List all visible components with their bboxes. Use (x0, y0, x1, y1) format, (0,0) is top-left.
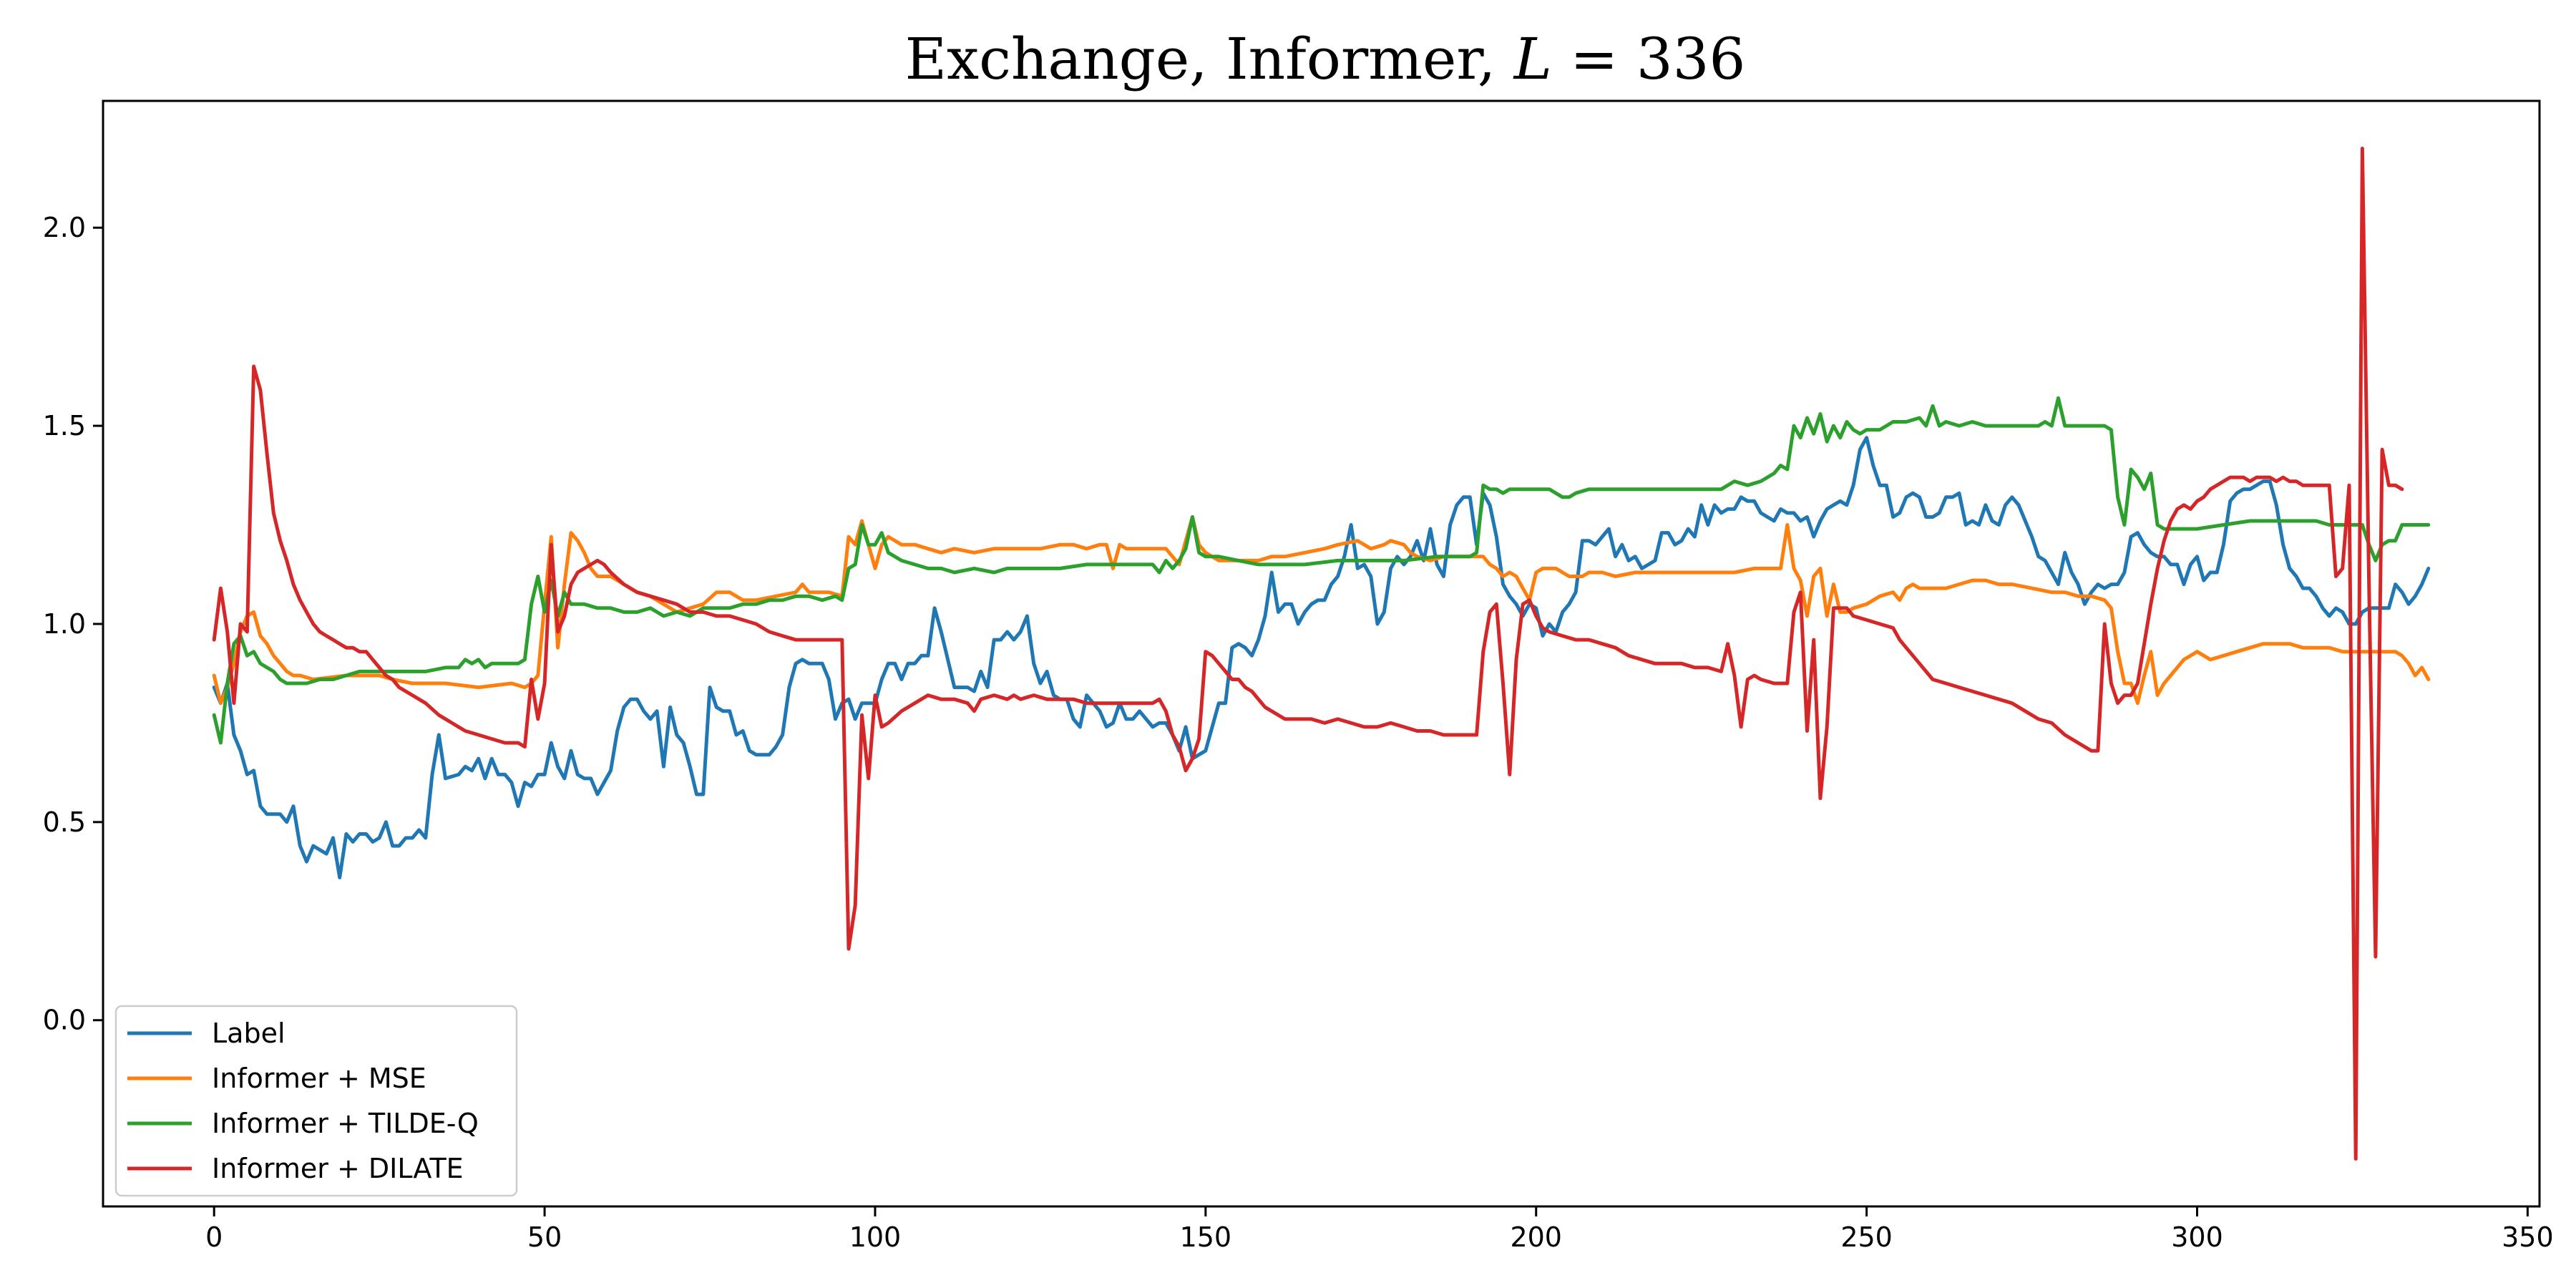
x-tick-label-0: 0 (205, 1221, 223, 1253)
chart-title-suffix: = 336 (1552, 26, 1746, 92)
legend-label-1: Informer + MSE (212, 1063, 426, 1094)
legend-label-2: Informer + TILDE-Q (212, 1108, 479, 1139)
y-tick-label-3: 1.5 (43, 410, 86, 441)
axes-frame (102, 99, 2541, 1208)
y-tick-label-2: 1.0 (43, 608, 86, 640)
x-tick-label-1: 50 (527, 1221, 562, 1253)
series-line-0 (212, 436, 2431, 879)
x-tick-label-7: 350 (2502, 1221, 2554, 1253)
x-tick-label-6: 300 (2171, 1221, 2223, 1253)
x-tick-label-5: 250 (1840, 1221, 1893, 1253)
y-tick-label-4: 2.0 (43, 212, 86, 243)
legend-label-0: Label (212, 1018, 286, 1049)
x-tick-label-2: 100 (849, 1221, 902, 1253)
legend-label-3: Informer + DILATE (212, 1153, 464, 1184)
y-tick-label-0: 0.0 (43, 1005, 86, 1036)
legend: Label Informer + MSE Informer + TILDE-Q Inf… (114, 1005, 518, 1197)
x-tick-label-4: 200 (1510, 1221, 1562, 1253)
y-axis: 0.0 0.5 1.0 1.5 2.0 (43, 212, 103, 1036)
y-tick-label-1: 0.5 (43, 806, 86, 838)
legend-box (114, 1005, 518, 1197)
chart-title: Exchange, Informer, L = 336 (905, 26, 1746, 92)
series-line-2 (212, 396, 2431, 745)
series-layer (212, 147, 2431, 1161)
chart-title-prefix: Exchange, Informer, (905, 26, 1514, 92)
series-line-1 (212, 515, 2431, 706)
x-axis: 0 50 100 150 200 250 300 350 (205, 1206, 2554, 1253)
chart-title-var: L (1513, 26, 1552, 92)
x-tick-label-3: 150 (1180, 1221, 1232, 1253)
series-line-3 (212, 147, 2404, 1161)
